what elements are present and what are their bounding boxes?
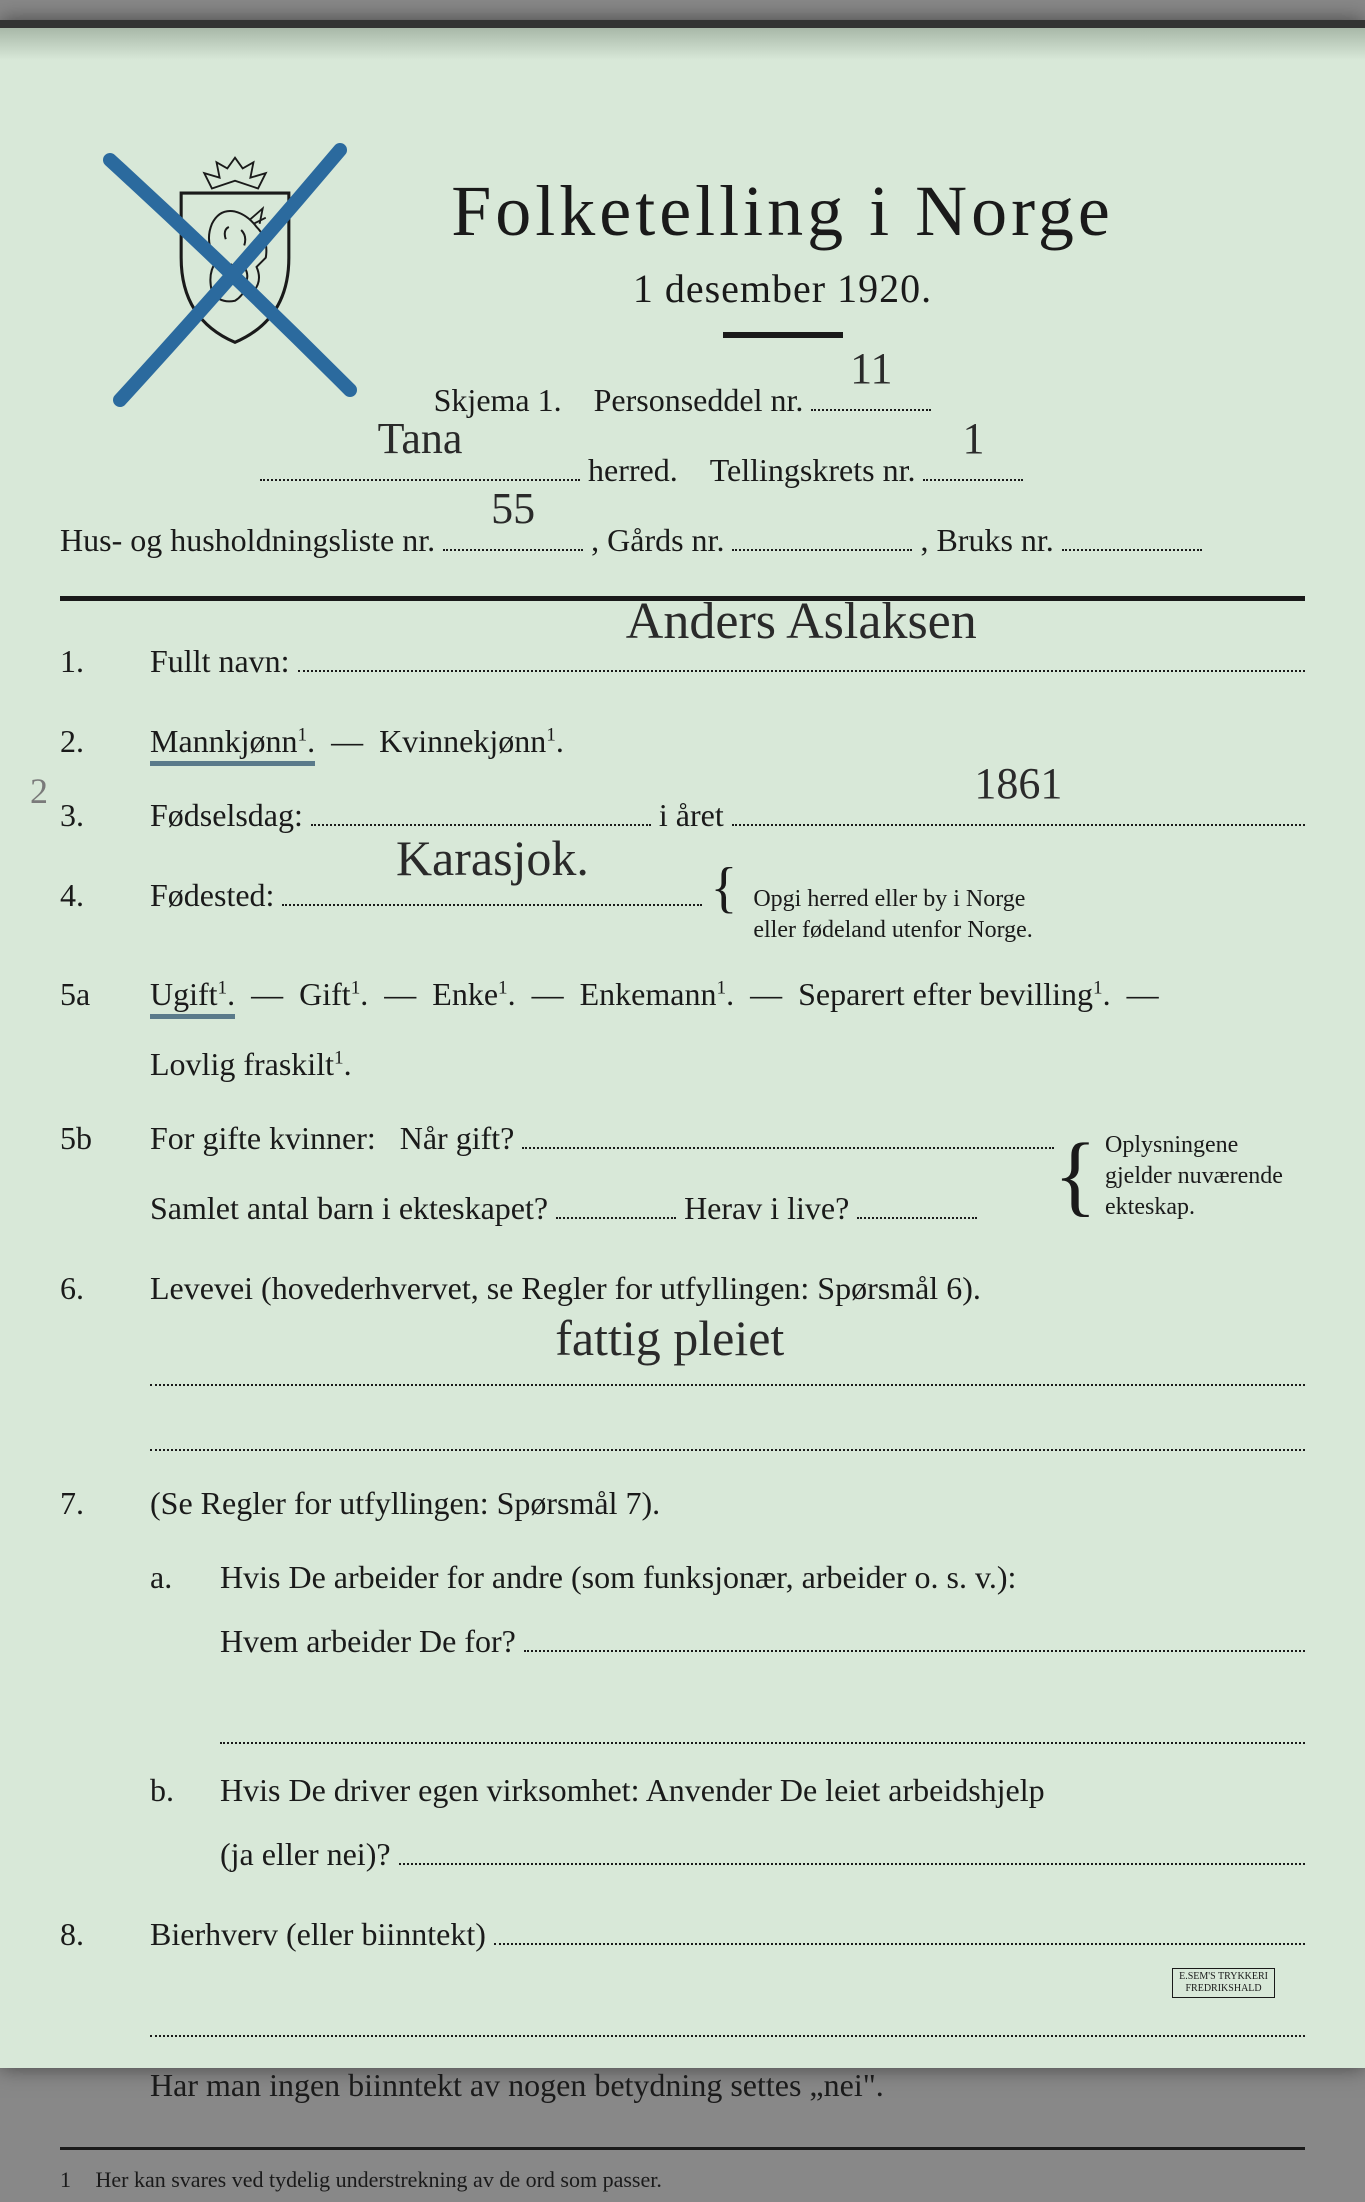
q1-value: Anders Aslaksen: [626, 570, 977, 674]
q4-label: Fødested:: [150, 863, 274, 927]
paper-top-edge: [0, 20, 1365, 60]
q7b-l2: (ja eller nei)?: [220, 1822, 391, 1886]
q7-num: 7.: [60, 1471, 130, 1535]
q4-note: Opgi herred eller by i Norge eller fødel…: [753, 884, 1032, 946]
dash: —: [251, 976, 283, 1012]
q7a-row: a. Hvis De arbeider for andre (som funks…: [150, 1545, 1305, 1679]
margin-pencil-mark: 2: [30, 770, 48, 812]
form-area: Skjema 1. Personseddel nr. 11 Tana herre…: [60, 368, 1305, 2202]
printer-mark: E.SEM'S TRYKKERI FREDRIKSHALD: [1172, 1968, 1275, 1998]
q8-blank-line: [150, 1986, 1305, 2037]
personseddel-nr: 11: [850, 325, 892, 413]
q5b-l1b: Når gift?: [400, 1106, 515, 1170]
personseddel-label: Personseddel nr.: [594, 368, 804, 432]
q5b-l2b: Herav i live?: [684, 1176, 849, 1240]
footnote: 1 Her kan svares ved tydelig understrekn…: [60, 2158, 1305, 2202]
herred-label: herred.: [588, 438, 678, 502]
q6-blank-line: [150, 1400, 1305, 1451]
q7a-blank-line: [220, 1693, 1305, 1744]
q5b-l1a: For gifte kvinner:: [150, 1106, 376, 1170]
brace-icon: {: [1054, 1140, 1097, 1212]
q2-num: 2.: [60, 709, 130, 773]
q8-label: Bierhverv (eller biinntekt): [150, 1902, 486, 1966]
q5a-gift: Gift1.: [299, 976, 368, 1012]
q5a-separert: Separert efter bevilling1.: [798, 976, 1111, 1012]
q6-value-line: fattig pleiet: [150, 1334, 1305, 1385]
q3-year: 1861: [974, 740, 1062, 828]
hus-nr: 55: [491, 465, 535, 553]
q2-row: 2. Mannkjønn1. — Kvinnekjønn1.: [60, 709, 1305, 773]
herred-value: Tana: [378, 395, 463, 483]
q2-kvinne: Kvinnekjønn1.: [379, 723, 564, 759]
footnote-rule: [60, 2147, 1305, 2150]
q2-mann: Mannkjønn1.: [150, 723, 315, 766]
q5a-fraskilt: Lovlig fraskilt1.: [150, 1046, 352, 1082]
q3-mid: i året: [659, 783, 724, 847]
q7-row: 7. (Se Regler for utfyllingen: Spørsmål …: [60, 1471, 1305, 1535]
title-block: Folketelling i Norge 1 desember 1920.: [320, 170, 1245, 338]
q4-value: Karasjok.: [396, 808, 589, 908]
title-rule: [723, 332, 843, 338]
coat-of-arms-icon: [155, 150, 315, 350]
q1-num: 1.: [60, 629, 130, 693]
herred-line: Tana herred. Tellingskrets nr. 1: [260, 438, 1305, 502]
dash: —: [1127, 976, 1159, 1012]
dash: —: [384, 976, 416, 1012]
q6-value: fattig pleiet: [555, 1288, 784, 1388]
q7b-l1: Hvis De driver egen virksomhet: Anvender…: [220, 1758, 1305, 1822]
q4-row: 4. Fødested: Karasjok. { Opgi herred ell…: [60, 863, 1305, 952]
q3-num: 3.: [60, 783, 130, 847]
main-title: Folketelling i Norge: [320, 170, 1245, 253]
tail-note: Har man ingen biinntekt av nogen betydni…: [150, 2053, 1305, 2117]
q7b-num: b.: [150, 1758, 200, 1822]
q7a-l1: Hvis De arbeider for andre (som funksjon…: [220, 1545, 1305, 1609]
q5b-num: 5b: [60, 1106, 130, 1170]
tellingskrets-label: Tellingskrets nr.: [710, 438, 916, 502]
q1-label: Fullt navn:: [150, 629, 290, 693]
hus-line: Hus- og husholdningsliste nr. 55 , Gårds…: [60, 508, 1305, 572]
q7a-num: a.: [150, 1545, 200, 1609]
q5b-note: Oplysningene gjelder nuværende ekteskap.: [1105, 1130, 1305, 1224]
census-form-page: 2 Folketelling i Norge 1 desember 1920. …: [0, 20, 1365, 2068]
q8-row: 8. Bierhverv (eller biinntekt): [60, 1902, 1305, 1972]
dash: —: [532, 976, 564, 1012]
q7b-row: b. Hvis De driver egen virksomhet: Anven…: [150, 1758, 1305, 1892]
q7a-l2: Hvem arbeider De for?: [220, 1609, 516, 1673]
q5a-enkemann: Enkemann1.: [580, 976, 734, 1012]
q5a-ugift: Ugift1.: [150, 976, 235, 1019]
tellingskrets-nr: 1: [962, 395, 984, 483]
q3-row: 3. Fødselsdag: i året 1861: [60, 783, 1305, 853]
dash: —: [331, 723, 363, 759]
q5a-row: 5a Ugift1. — Gift1. — Enke1. — Enkemann1…: [60, 962, 1305, 1096]
subtitle: 1 desember 1920.: [320, 265, 1245, 312]
q5b-l2a: Samlet antal barn i ekteskapet?: [150, 1176, 548, 1240]
q4-num: 4.: [60, 863, 130, 927]
q3-label: Fødselsdag:: [150, 783, 303, 847]
q1-row: 1. Fullt navn: Anders Aslaksen: [60, 629, 1305, 699]
q5a-num: 5a: [60, 962, 130, 1026]
q5a-enke: Enke1.: [432, 976, 515, 1012]
q6-num: 6.: [60, 1256, 130, 1320]
q8-num: 8.: [60, 1902, 130, 1966]
brace-icon: {: [710, 866, 737, 911]
dash: —: [750, 976, 782, 1012]
skjema-line: Skjema 1. Personseddel nr. 11: [60, 368, 1305, 432]
q7-label: (Se Regler for utfyllingen: Spørsmål 7).: [150, 1485, 660, 1521]
hus-label: Hus- og husholdningsliste nr.: [60, 508, 435, 572]
gards-label: Gårds nr.: [607, 508, 724, 572]
bruks-label: Bruks nr.: [936, 508, 1053, 572]
q5b-row: 5b For gifte kvinner: Når gift? Samlet a…: [60, 1106, 1305, 1246]
